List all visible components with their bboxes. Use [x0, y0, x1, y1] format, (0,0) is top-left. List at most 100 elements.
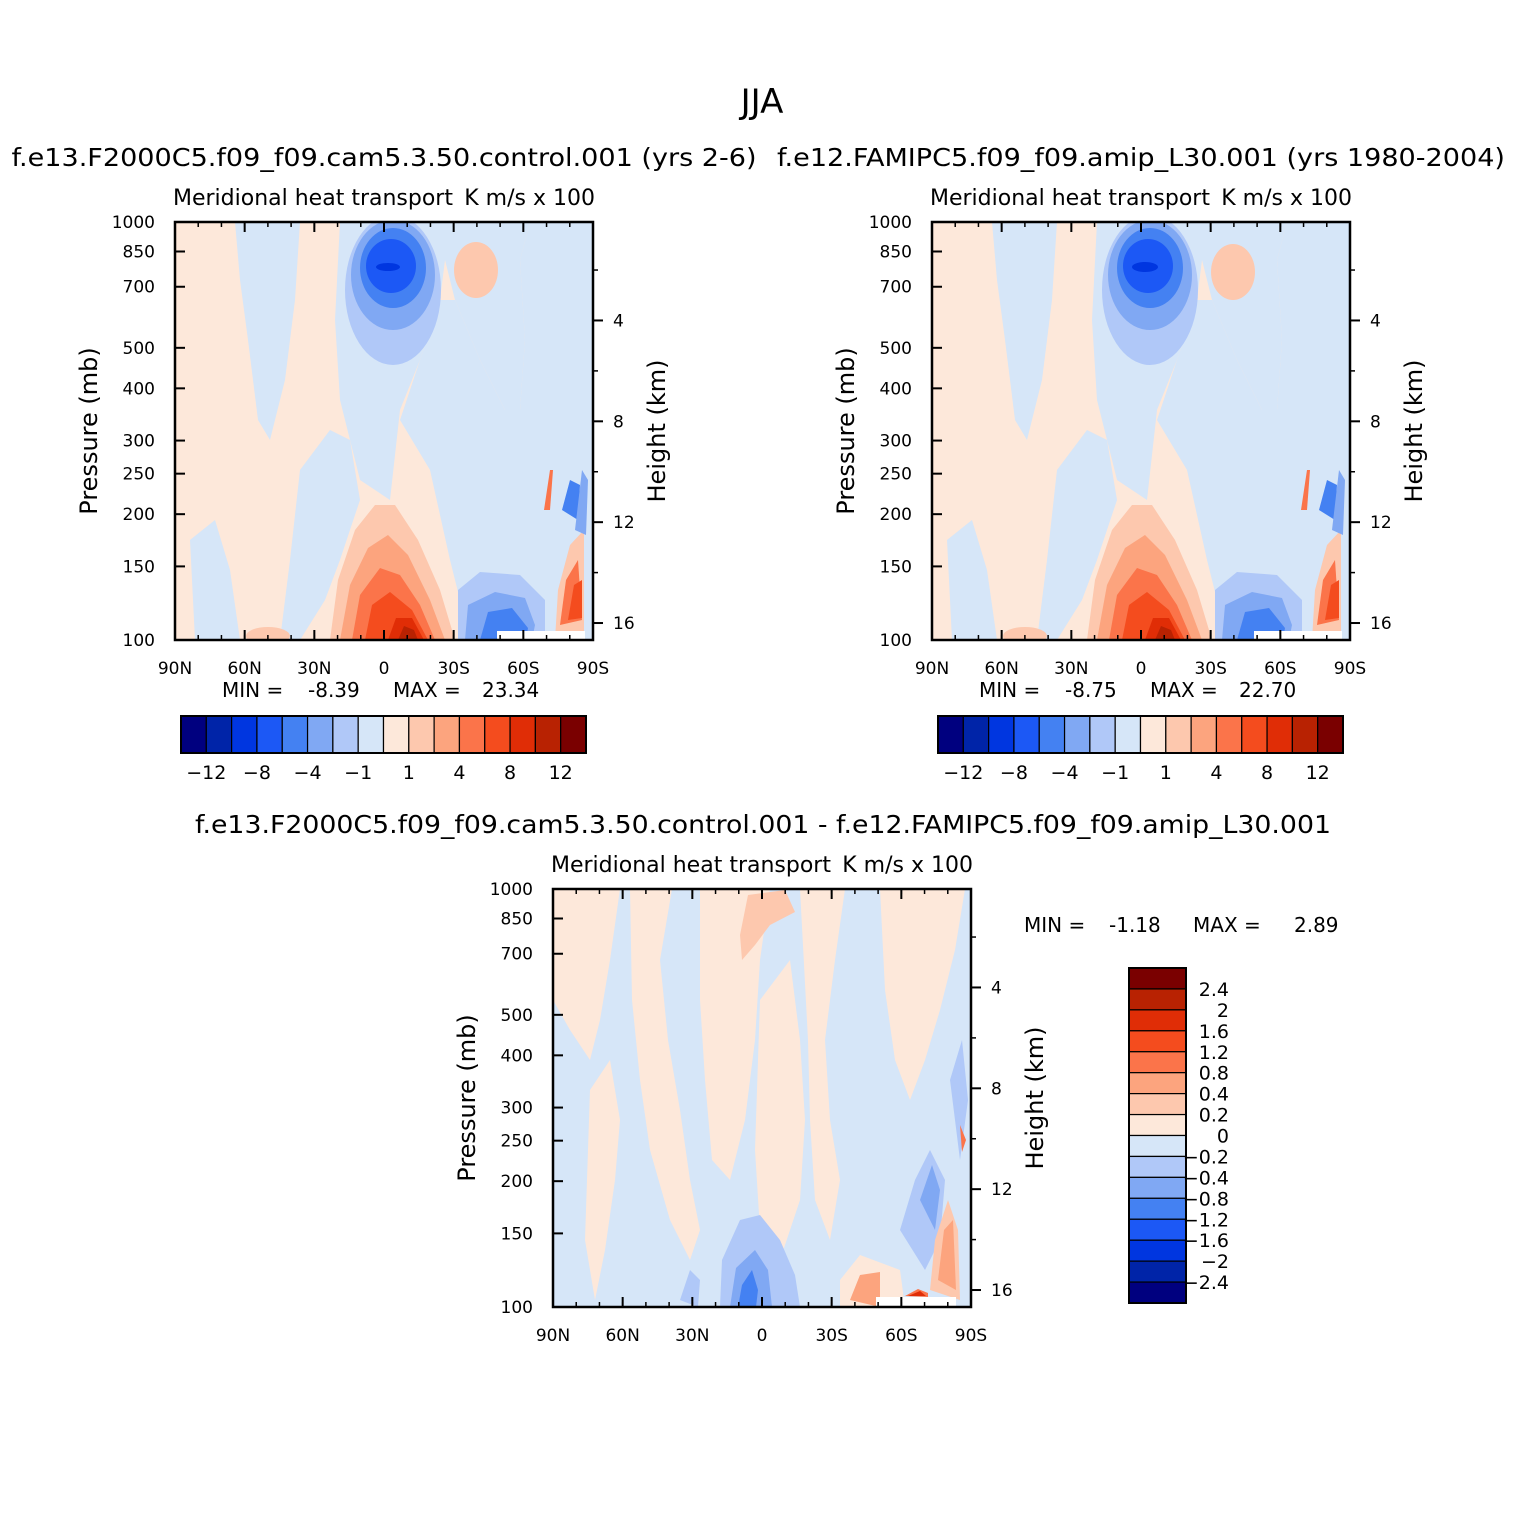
panel-control-colorbar-box — [332, 715, 359, 754]
panel-control-min-label: MIN = — [222, 678, 283, 702]
panel-amip-y-tick-label: 700 — [880, 278, 912, 298]
panel-control-colorbar-label: 8 — [504, 762, 516, 784]
panel-difference-colorbar-label: 1.2 — [1199, 1042, 1229, 1064]
panel-control-y2-tick-label: 16 — [613, 614, 635, 634]
panel-difference-colorbar-box — [1128, 967, 1187, 990]
panel-control-colorbar-label: −12 — [186, 762, 226, 784]
panel-control-colorbar-label: 1 — [403, 762, 415, 784]
panel-control-y-tick-label: 150 — [123, 557, 155, 577]
panel-control-x-tick-label: 30S — [437, 659, 469, 679]
panel-control-colorbar-box — [560, 715, 587, 754]
panel-difference-colorbar-box — [1128, 1030, 1187, 1053]
panel-difference-max-label: MAX = — [1193, 913, 1261, 937]
panel-difference-y-tick-label: 700 — [501, 945, 533, 965]
panel-difference-right-string: K m/s x 100 — [842, 853, 973, 878]
panel-amip-colorbar: −12 −8 −4 −1 1 4 8 12 — [937, 715, 1344, 784]
panel-amip-colorbar-box — [1063, 715, 1091, 754]
panel-control-right-string: K m/s x 100 — [464, 186, 595, 211]
panel-difference-y-tick-label: 500 — [501, 1006, 533, 1026]
panel-difference-x-tick-label: 30S — [815, 1326, 847, 1346]
panel-control-y-tick-label: 400 — [123, 379, 155, 399]
panel-amip-colorbar-label: 1 — [1160, 762, 1172, 784]
panel-control-colorbar-box — [231, 715, 258, 754]
panel-difference-left-string: Meridional heat transport — [551, 853, 831, 878]
panel-control-colorbar-box — [180, 715, 207, 754]
panel-control-contour-low-blue — [280, 430, 360, 640]
panel-difference-y2-tick-label: 8 — [991, 1079, 1002, 1099]
panel-difference-colorbar-label: 0.2 — [1199, 1105, 1229, 1127]
panel-amip-x-tick-label: 90N — [915, 659, 949, 679]
panel-amip-case-title: f.e12.FAMIPC5.f09_f09.amip_L30.001 (yrs … — [777, 143, 1505, 172]
panel-control-y-tick-label: 500 — [123, 339, 155, 359]
panel-difference-case-title: f.e13.F2000C5.f09_f09.cam5.3.50.control.… — [195, 810, 1331, 839]
panel-amip-colorbar-label: −1 — [1101, 762, 1129, 784]
panel-amip-max-label: MAX = — [1150, 678, 1218, 702]
panel-difference-colorbar-box — [1128, 1260, 1187, 1283]
panel-difference-colorbar-label: −1.6 — [1183, 1230, 1229, 1252]
panel-amip-y-tick-label: 400 — [880, 379, 912, 399]
panel-difference-colorbar-label: 2.4 — [1199, 979, 1229, 1001]
panel-amip-y-tick-label: 100 — [880, 631, 912, 651]
panel-amip-x-tick-label: 60N — [984, 659, 1018, 679]
panel-amip-y-tick-label: 200 — [880, 505, 912, 525]
panel-difference-max-value: 2.89 — [1294, 913, 1339, 937]
panel-amip-colorbar-box — [1215, 715, 1243, 754]
panel-amip: f.e12.FAMIPC5.f09_f09.amip_L30.001 (yrs … — [777, 143, 1505, 784]
panel-difference-y-tick-label: 400 — [501, 1046, 533, 1066]
panel-amip-y-tick-label: 250 — [880, 465, 912, 485]
panel-difference-colorbar-box — [1128, 988, 1187, 1011]
panel-difference-colorbar-label: −0.8 — [1183, 1188, 1229, 1210]
panel-difference-contour-upper-warm — [740, 890, 795, 960]
panel-difference-x-tick-label: 60N — [605, 1326, 639, 1346]
panel-amip-right-string: K m/s x 100 — [1221, 186, 1352, 211]
panel-difference-colorbar-box — [1128, 1093, 1187, 1116]
panel-difference-colorbar-box — [1128, 1072, 1187, 1095]
panel-amip-x-tick-label: 90S — [1334, 659, 1366, 679]
panel-difference-colorbar-label: 0.4 — [1199, 1084, 1229, 1106]
panel-difference-y-tick-label: 250 — [501, 1132, 533, 1152]
panel-difference-colorbar-box — [1128, 1134, 1187, 1158]
panel-control-max-value: 23.34 — [482, 678, 539, 702]
panel-control-case-title: f.e13.F2000C5.f09_f09.cam5.3.50.control.… — [12, 143, 757, 172]
panel-control-colorbar-label: 12 — [549, 762, 573, 784]
panel-control-contour-southern-blue — [400, 222, 593, 640]
panel-control-x-tick-label: 90N — [158, 659, 192, 679]
panel-control-y2-tick-label: 12 — [613, 513, 635, 533]
panel-difference-x-tick-label: 30N — [675, 1326, 709, 1346]
panel-amip-y-label: Pressure (mb) — [832, 347, 860, 514]
panel-amip-y2-tick-label: 12 — [1370, 513, 1392, 533]
panel-control-y-tick-label: 200 — [123, 505, 155, 525]
panel-amip-colorbar-label: 8 — [1261, 762, 1273, 784]
panel-amip-x-tick-label: 30S — [1194, 659, 1226, 679]
panel-difference-colorbar-box — [1128, 1281, 1187, 1304]
panel-control-y-tick-label: 850 — [123, 243, 155, 263]
panel-difference-y2-tick-label: 12 — [991, 1180, 1013, 1200]
panel-amip-colorbar-box — [1266, 715, 1293, 754]
panel-control-colorbar-box — [509, 715, 536, 754]
panel-amip-colorbar-label: 12 — [1306, 762, 1330, 784]
panel-amip-colorbar-box — [1241, 715, 1268, 754]
panel-difference-min-label: MIN = — [1024, 913, 1085, 937]
panel-amip-y-tick-label: 850 — [880, 243, 912, 263]
panel-control-colorbar: −12 −8 −4 −1 1 4 8 12 — [180, 715, 587, 784]
panel-difference-colorbar-label: 1.6 — [1199, 1021, 1229, 1043]
panel-amip-colorbar-box — [1317, 715, 1344, 754]
panel-difference-colorbar-label: 2 — [1217, 1000, 1229, 1022]
panel-amip-colorbar-label: −8 — [1000, 762, 1028, 784]
panel-control-contour-upper-blue — [235, 222, 300, 440]
panel-amip-colorbar-box — [1038, 715, 1066, 754]
panel-difference-colorbar-box — [1128, 1155, 1187, 1178]
panel-control-colorbar-box — [281, 715, 309, 754]
panel-control-colorbar-box — [382, 715, 410, 754]
panel-difference-colorbar-box — [1128, 1239, 1187, 1262]
panel-control-x-tick-label: 90S — [577, 659, 609, 679]
panel-amip-x-tick-label: 30N — [1054, 659, 1088, 679]
panel-difference-y-tick-label: 200 — [501, 1172, 533, 1192]
panel-control-colorbar-box — [408, 715, 435, 754]
panel-amip-colorbar-label: −4 — [1051, 762, 1079, 784]
panel-difference-colorbar-label: −2 — [1201, 1251, 1229, 1273]
panel-control-x-tick-label: 0 — [379, 659, 390, 679]
panel-control-x-tick-label: 30N — [297, 659, 331, 679]
panel-amip-min-value: -8.75 — [1065, 678, 1117, 702]
panel-amip-colorbar-label: −12 — [943, 762, 983, 784]
